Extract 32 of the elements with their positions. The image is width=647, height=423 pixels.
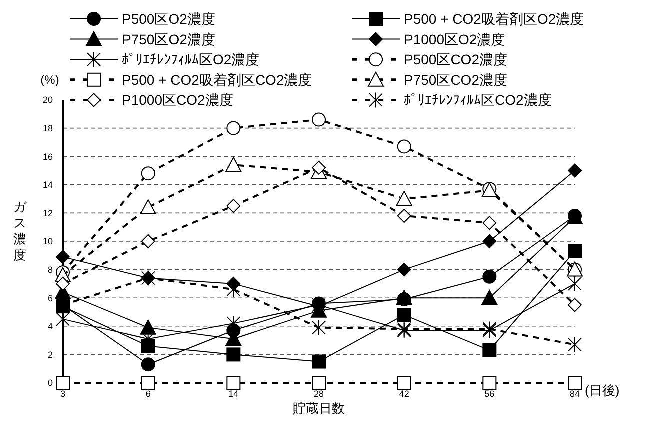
legend-label: P1000区O2濃度	[404, 31, 506, 48]
y-tick-label: 0	[48, 378, 53, 388]
legend-label: P500区CO2濃度	[404, 52, 508, 68]
y-tick-label: 16	[42, 152, 53, 162]
text: (日後)	[585, 383, 620, 398]
y-tick-label: 4	[48, 322, 53, 332]
legend-label: P500 + CO2吸着剤区O2濃度	[404, 11, 584, 28]
y-axis-title: ガス濃度	[14, 200, 28, 262]
y-tick-label: 12	[42, 208, 53, 218]
y-tick-label: 10	[42, 236, 53, 247]
legend-label: P750区O2濃度	[122, 31, 216, 48]
y-tick-label: 20	[42, 95, 53, 106]
x-tick-label: 6	[146, 389, 151, 399]
x-tick-label: 56	[484, 389, 495, 399]
x-tick-label: 42	[399, 389, 410, 399]
legend-label: P500区O2濃度	[122, 11, 216, 28]
y-tick-label: 18	[42, 123, 53, 134]
y-tick-label: 6	[48, 293, 53, 304]
y-tick-label: 2	[48, 350, 53, 360]
legend-label: P1000区CO2濃度	[122, 92, 234, 108]
x-axis-title: 貯蔵日数	[293, 401, 345, 416]
y-tick-label: 14	[42, 180, 53, 190]
legend-label: ﾎﾟﾘｴﾁﾚﾝﾌｨﾙﾑ区O2濃度	[122, 52, 260, 68]
x-tick-label: 28	[314, 389, 324, 399]
y-tick-label: 8	[48, 264, 53, 275]
legend-label: P750区CO2濃度	[404, 72, 508, 88]
x-tick-label: 14	[228, 389, 239, 399]
legend-label: P500 + CO2吸着剤区CO2濃度	[122, 72, 312, 88]
legend-label: ﾎﾟﾘｴﾁﾚﾝﾌｨﾙﾑ区CO2濃度	[404, 92, 552, 108]
x-tick-label: 84	[570, 389, 580, 399]
text: (%)	[40, 73, 60, 88]
x-tick-label: 3	[60, 389, 66, 399]
